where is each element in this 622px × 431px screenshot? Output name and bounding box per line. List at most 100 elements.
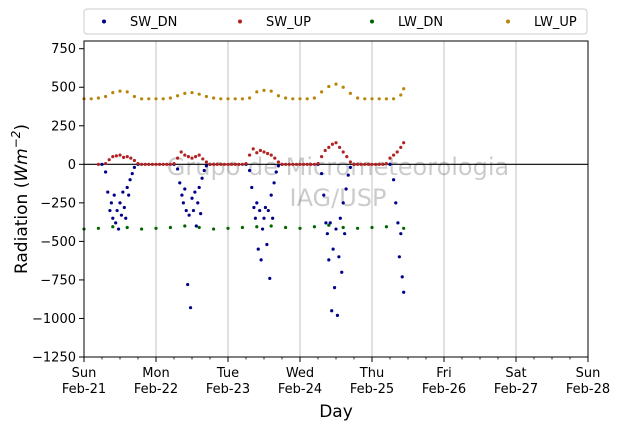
- data-point: [402, 226, 406, 230]
- data-point: [396, 221, 400, 225]
- data-point: [250, 185, 254, 190]
- data-point: [402, 87, 406, 91]
- data-point: [122, 205, 126, 210]
- legend-label: LW_DN: [398, 15, 443, 30]
- data-point: [256, 247, 260, 251]
- data-point: [89, 97, 93, 101]
- data-point: [291, 97, 295, 101]
- data-point: [219, 162, 223, 166]
- data-point: [265, 242, 269, 247]
- data-point: [312, 162, 316, 166]
- data-point: [344, 187, 348, 191]
- data-point: [370, 97, 374, 101]
- x-axis-title: Day: [319, 402, 353, 422]
- data-point: [338, 216, 342, 220]
- data-point: [125, 155, 129, 159]
- data-point: [154, 226, 158, 230]
- data-point: [284, 225, 288, 230]
- data-point: [388, 156, 392, 160]
- data-point: [334, 82, 338, 86]
- data-point: [219, 97, 223, 101]
- watermark-line-1: Grupo de Micrometeorologia: [167, 153, 509, 181]
- legend-box: [83, 8, 588, 35]
- data-point: [331, 247, 335, 251]
- data-point: [181, 201, 185, 205]
- data-point: [176, 94, 180, 98]
- data-point: [370, 162, 374, 166]
- data-point: [168, 162, 172, 166]
- data-point: [197, 225, 201, 230]
- data-point: [183, 187, 187, 191]
- data-point: [266, 151, 270, 156]
- data-point: [298, 97, 302, 101]
- data-point: [280, 162, 284, 166]
- data-point: [348, 160, 352, 164]
- y-axis-title-unit: Wm: [12, 148, 32, 181]
- data-point: [202, 168, 206, 173]
- data-point: [399, 93, 403, 97]
- data-point: [384, 97, 388, 101]
- data-point: [337, 255, 341, 259]
- x-tick-label-date: Feb-24: [278, 382, 322, 397]
- data-point: [272, 181, 276, 185]
- data-point: [100, 162, 104, 166]
- data-point: [200, 176, 204, 180]
- data-point: [392, 178, 396, 182]
- data-point: [104, 94, 108, 99]
- data-point: [343, 232, 347, 236]
- data-point: [356, 162, 360, 166]
- x-tick-label-day: Sun: [72, 366, 97, 381]
- data-point: [240, 162, 244, 166]
- data-point: [199, 212, 203, 216]
- legend-label: LW_UP: [534, 15, 577, 30]
- data-point: [114, 154, 118, 158]
- data-point: [191, 208, 196, 213]
- data-point: [276, 160, 280, 164]
- data-point: [96, 226, 100, 230]
- data-point: [345, 155, 349, 159]
- data-point: [154, 97, 158, 101]
- x-tick-label-day: Fri: [436, 366, 452, 381]
- data-point: [196, 201, 200, 205]
- y-tick-label: 500: [51, 81, 76, 96]
- y-axis-title: Radiation (Wm−2): [9, 124, 32, 274]
- data-point: [122, 155, 126, 159]
- data-point: [348, 91, 352, 96]
- data-point: [363, 97, 367, 101]
- data-point: [251, 147, 255, 151]
- plot-area: [84, 41, 588, 357]
- data-point: [112, 193, 116, 197]
- x-tick-label-day: Thu: [359, 366, 384, 381]
- data-point: [323, 148, 327, 153]
- data-point: [180, 193, 184, 197]
- data-point: [124, 216, 128, 220]
- data-point: [258, 208, 262, 213]
- data-point: [356, 96, 360, 100]
- data-point: [356, 226, 360, 230]
- data-point: [193, 190, 197, 194]
- data-point: [262, 88, 266, 92]
- data-point: [121, 190, 125, 194]
- legend-marker: [102, 19, 106, 24]
- data-point: [108, 208, 112, 213]
- data-point: [154, 162, 158, 166]
- data-point: [402, 290, 406, 294]
- data-point: [271, 216, 275, 220]
- series-lw-up: [82, 82, 406, 101]
- data-point: [186, 282, 190, 287]
- data-point: [118, 89, 122, 93]
- data-point: [327, 223, 331, 227]
- data-point: [322, 193, 326, 197]
- data-point: [320, 155, 324, 159]
- data-point: [263, 205, 268, 210]
- data-point: [140, 97, 144, 101]
- data-point: [226, 162, 230, 166]
- data-point: [204, 160, 208, 164]
- data-point: [328, 221, 332, 225]
- x-tick-label-day: Mon: [142, 366, 169, 381]
- data-point: [222, 162, 226, 166]
- data-point: [341, 201, 345, 205]
- y-tick-label: −500: [40, 235, 76, 250]
- data-point: [186, 155, 190, 159]
